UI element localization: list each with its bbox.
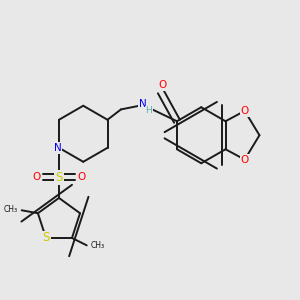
Text: N: N [54,143,61,153]
Text: O: O [158,80,166,90]
Text: H: H [146,106,152,116]
Text: N: N [139,98,147,109]
Text: O: O [78,172,86,182]
Text: S: S [55,171,63,184]
Text: O: O [241,154,249,165]
Text: S: S [42,232,50,244]
Text: O: O [32,172,41,182]
Text: O: O [241,106,249,116]
Text: CH₃: CH₃ [4,206,18,214]
Text: CH₃: CH₃ [91,241,105,250]
